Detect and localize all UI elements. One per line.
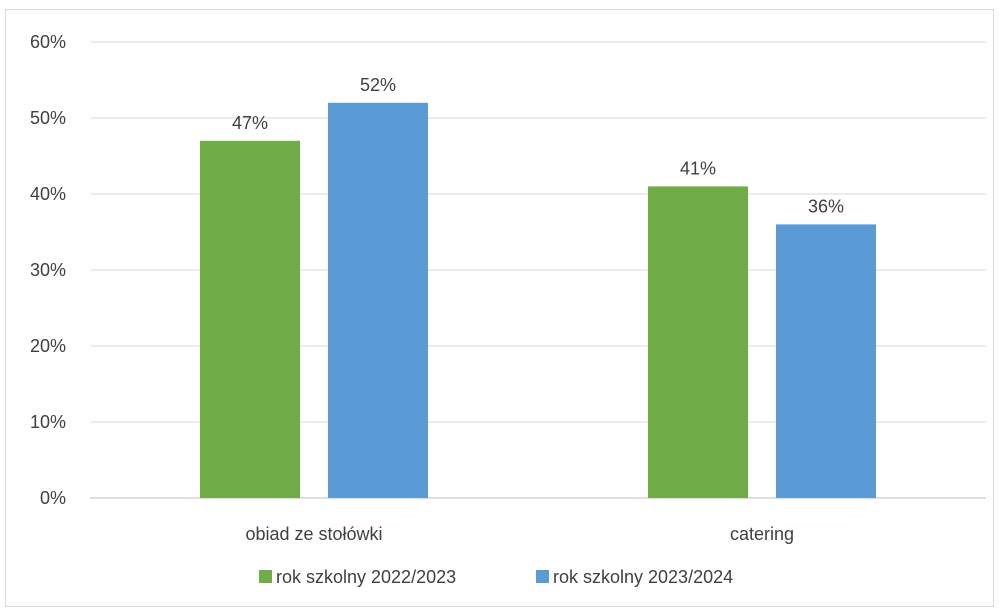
- y-tick-label: 20%: [30, 336, 66, 356]
- data-label: 41%: [680, 158, 716, 178]
- legend-swatch: [259, 570, 272, 583]
- data-label: 47%: [232, 113, 268, 133]
- y-tick-label: 40%: [30, 184, 66, 204]
- y-tick-label: 0%: [40, 488, 66, 508]
- bar: [648, 186, 748, 498]
- legend-label: rok szkolny 2023/2024: [553, 567, 733, 587]
- data-label: 52%: [360, 75, 396, 95]
- y-tick-label: 30%: [30, 260, 66, 280]
- legend-label: rok szkolny 2022/2023: [276, 567, 456, 587]
- data-label: 36%: [808, 196, 844, 216]
- x-category-label: obiad ze stołówki: [245, 524, 382, 544]
- legend-swatch: [536, 570, 549, 583]
- y-tick-label: 60%: [30, 32, 66, 52]
- bar: [200, 140, 300, 499]
- bar: [776, 224, 876, 498]
- bar: [328, 102, 428, 499]
- x-category-label: catering: [730, 524, 794, 544]
- y-tick-label: 50%: [30, 108, 66, 128]
- y-tick-label: 10%: [30, 412, 66, 432]
